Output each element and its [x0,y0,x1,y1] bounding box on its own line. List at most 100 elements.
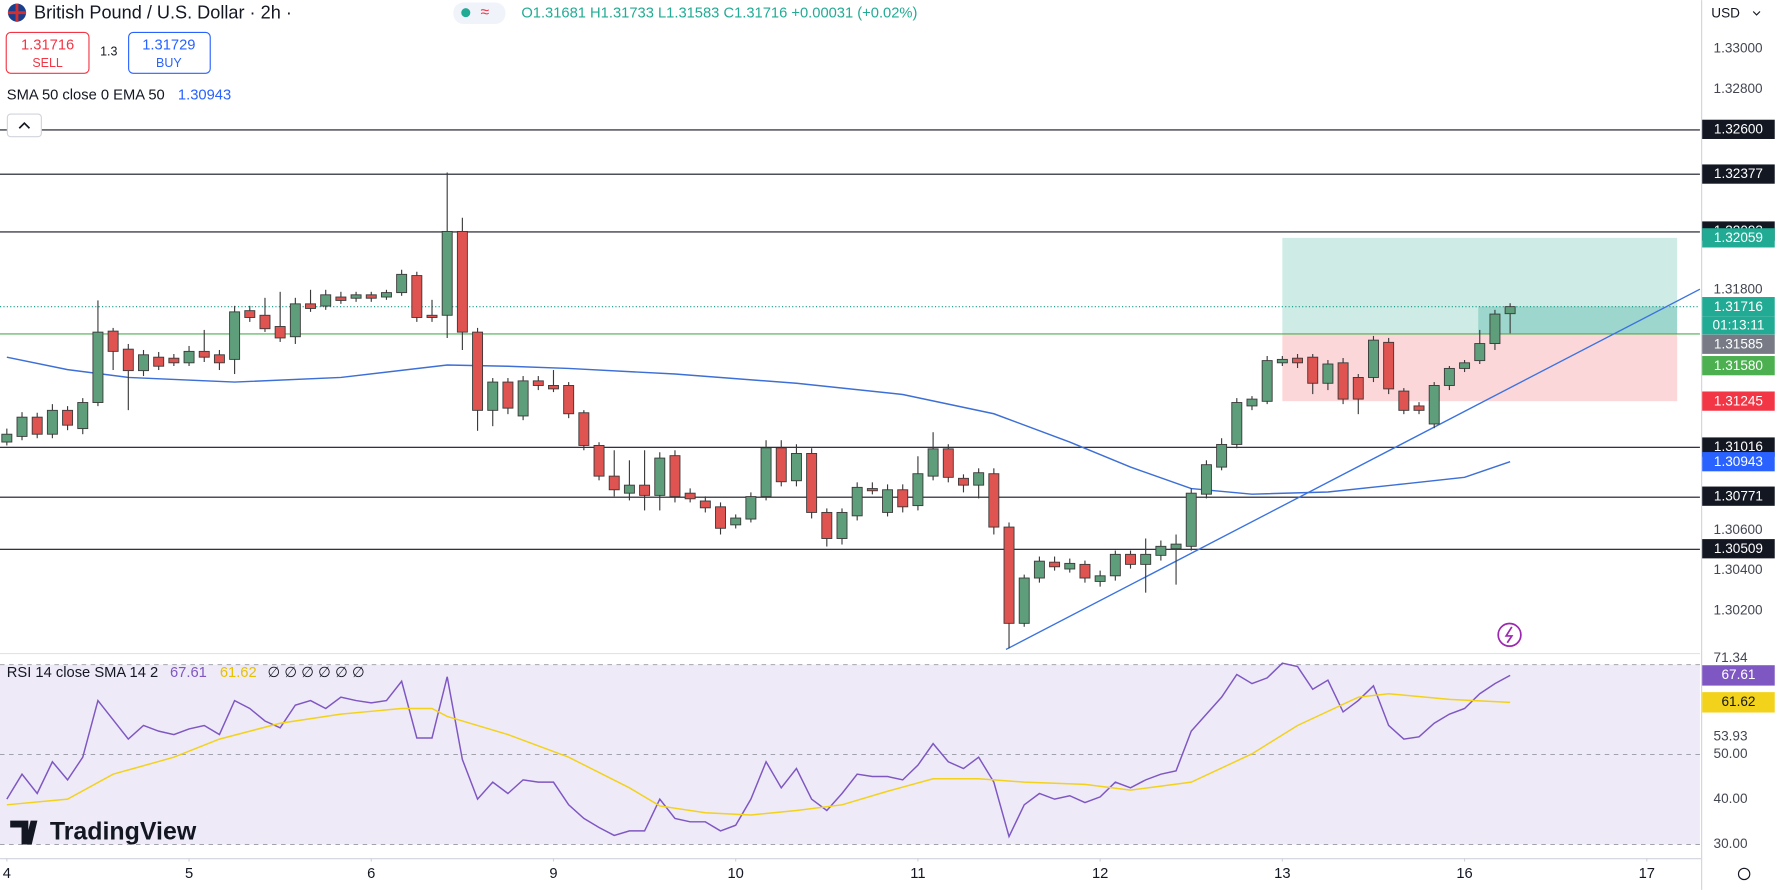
candle-body [31,416,43,435]
candle-body [669,455,681,498]
candle-body [1322,363,1334,384]
candle-body [1367,339,1379,378]
price-label: 1.32377 [1714,166,1763,181]
y-tick-label: 1.30600 [1714,522,1764,537]
candle-body [350,294,362,299]
rsi-tick-label: 71.34 [1714,650,1748,665]
candle-body [548,385,559,390]
price-label-box [1702,164,1775,184]
buy-price: 1.31729 [142,37,195,53]
collapse-button[interactable] [6,113,42,138]
price-label: 1.30771 [1714,488,1763,503]
candle-body [1079,563,1091,579]
candle-body [244,310,256,318]
candle-body [715,506,726,529]
buy-button[interactable] [128,31,211,74]
rsi-tick-label: 53.93 [1714,728,1748,743]
candle-body [1185,492,1197,547]
settings-icon[interactable] [1737,867,1751,881]
sell-label: SELL [32,56,63,70]
x-tick-label: 11 [910,866,925,882]
price-label: 1.30943 [1714,454,1763,469]
candle-body [654,457,666,496]
price-label: 1.30509 [1714,541,1763,556]
rsi-label-box [1702,692,1775,713]
candle-body [305,303,316,309]
candle-body [760,447,772,498]
candle-body [1200,464,1212,495]
status-icon: ≈ [481,4,490,21]
status-dot [461,8,471,18]
candle-body [380,292,392,298]
price-label-box [1702,297,1775,317]
candle-body [730,517,742,526]
x-tick-label: 10 [728,866,744,882]
countdown: 01:13:11 [1713,318,1765,333]
candle-body [1261,360,1273,402]
candle-body [62,409,74,426]
candle-body [335,296,347,301]
candle-body [472,331,484,411]
candle-body [1216,443,1228,468]
spread: 1.3 [100,45,117,59]
candle-body [502,381,514,409]
candle-body [1383,341,1395,390]
candle-body [882,489,894,513]
ohlc-readout: O1.31681 H1.31733 L1.31583 C1.31716 +0.0… [521,6,917,22]
x-tick-label: 5 [185,866,193,882]
target-zone [1282,237,1678,334]
sell-price: 1.31716 [21,37,74,53]
alert-bolt [1504,626,1514,644]
candle-body [1125,553,1136,565]
candle-body [532,380,544,386]
rsi-line [6,662,1511,839]
candle-body [441,230,453,316]
candle-body [1398,390,1410,411]
price-label-box [1702,391,1775,411]
currency[interactable]: USD [1711,5,1740,20]
rsi-sma-value: 61.62 [220,665,257,681]
candle-body [942,448,954,478]
rsi-label: 61.62 [1721,694,1755,709]
candle-body [1413,405,1425,411]
candle-body [122,348,134,372]
candle-body [1170,543,1182,550]
price-label: 1.31585 [1714,336,1763,351]
price-label: 1.31716 [1714,299,1763,314]
candle-body [563,385,575,415]
plot-layer: 1.33000 1.32800 1.31800 1.30600 1.30400 1.302… [0,41,1775,882]
candle-body [1474,343,1486,362]
y-tick-label: 1.30400 [1714,562,1764,577]
x-tick-label: 4 [3,866,11,882]
candle-body [517,380,529,417]
price-label-box [1702,334,1775,354]
candle-body [153,356,165,367]
sell-button[interactable] [5,31,90,74]
candle-body [578,412,590,446]
alert-icon[interactable] [1497,622,1522,648]
countdown-box [1702,316,1775,335]
price-label: 1.31580 [1714,358,1764,373]
price-label-box [1702,486,1775,506]
price-label: 1.31016 [1714,439,1763,454]
trend-line [1005,288,1701,651]
candle-body [1428,385,1440,425]
price-label-box [1702,356,1775,376]
price-label-box [1702,539,1775,559]
candle-body [1003,526,1015,624]
x-tick-label: 16 [1456,866,1472,882]
rsi-tick-label: 40.00 [1714,791,1748,806]
flag-cross [7,3,27,22]
price-label-box [1702,228,1775,248]
candle-body [866,488,878,492]
candle-body [77,402,89,430]
candle-body [1094,575,1106,582]
candle-body [107,330,119,352]
logo: TradingView [50,818,197,846]
symbol-title: British Pound / U.S. Dollar · 2h · [34,3,292,23]
candle-body [365,294,377,299]
candle-body [912,473,924,507]
rsi-extra: ∅ ∅ ∅ ∅ ∅ ∅ [267,665,364,681]
